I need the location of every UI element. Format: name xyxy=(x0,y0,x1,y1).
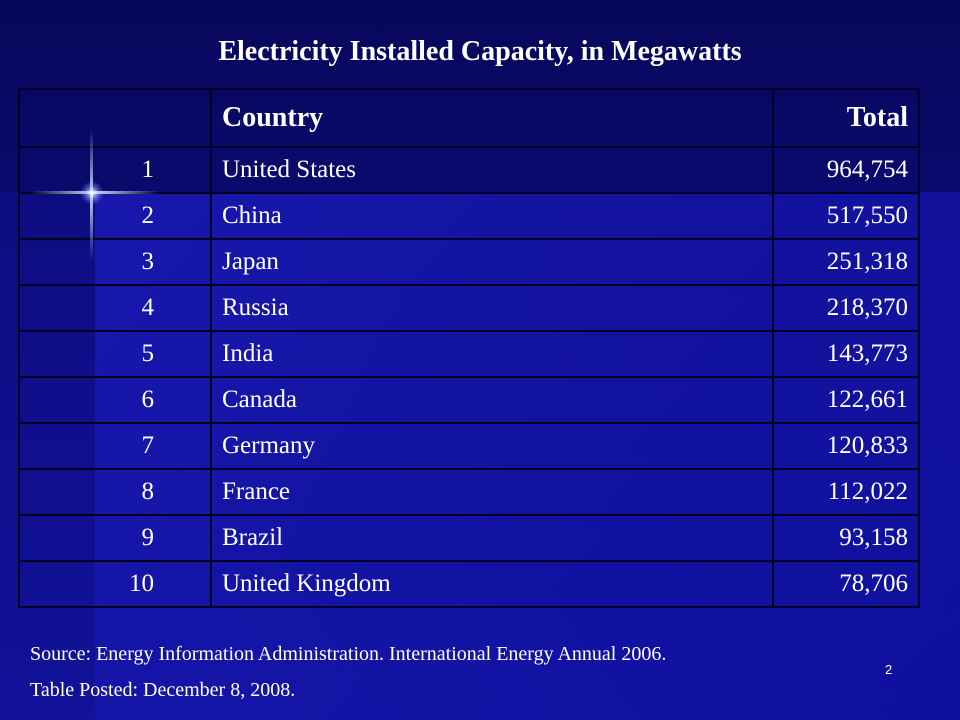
total-cell: 78,706 xyxy=(772,560,920,608)
country-header: Country xyxy=(210,88,774,148)
rank-cell: 6 xyxy=(18,376,212,424)
country-cell: Brazil xyxy=(210,514,774,562)
rank-header xyxy=(18,88,212,148)
table-row: 4 Russia 218,370 xyxy=(18,284,920,332)
total-cell: 218,370 xyxy=(772,284,920,332)
capacity-table: Country Total 1 United States 964,754 2 … xyxy=(18,88,920,608)
rank-cell: 3 xyxy=(18,238,212,286)
slide-title: Electricity Installed Capacity, in Megaw… xyxy=(218,36,742,67)
country-cell: India xyxy=(210,330,774,378)
rank-cell: 1 xyxy=(18,146,212,194)
country-cell: Germany xyxy=(210,422,774,470)
total-cell: 964,754 xyxy=(772,146,920,194)
rank-cell: 4 xyxy=(18,284,212,332)
rank-cell: 8 xyxy=(18,468,212,516)
total-cell: 143,773 xyxy=(772,330,920,378)
sparkle-glow-icon xyxy=(80,181,104,205)
table-row: 7 Germany 120,833 xyxy=(18,422,920,470)
rank-cell: 7 xyxy=(18,422,212,470)
footer-notes: Source: Energy Information Administratio… xyxy=(30,636,666,708)
rank-cell: 2 xyxy=(18,192,212,240)
table-row: 5 India 143,773 xyxy=(18,330,920,378)
country-cell: United States xyxy=(210,146,774,194)
total-header: Total xyxy=(772,88,920,148)
total-cell: 517,550 xyxy=(772,192,920,240)
table-row: 10 United Kingdom 78,706 xyxy=(18,560,920,608)
total-cell: 93,158 xyxy=(772,514,920,562)
total-cell: 122,661 xyxy=(772,376,920,424)
posted-note: Table Posted: December 8, 2008. xyxy=(30,679,296,701)
total-cell: 120,833 xyxy=(772,422,920,470)
country-cell: China xyxy=(210,192,774,240)
total-cell: 112,022 xyxy=(772,468,920,516)
table-row: 1 United States 964,754 xyxy=(18,146,920,194)
table-header-row: Country Total xyxy=(18,88,920,148)
table-row: 6 Canada 122,661 xyxy=(18,376,920,424)
rank-cell: 9 xyxy=(18,514,212,562)
country-cell: Japan xyxy=(210,238,774,286)
rank-cell: 5 xyxy=(18,330,212,378)
total-cell: 251,318 xyxy=(772,238,920,286)
country-cell: France xyxy=(210,468,774,516)
rank-cell: 10 xyxy=(18,560,212,608)
table-row: 8 France 112,022 xyxy=(18,468,920,516)
source-note: Source: Energy Information Administratio… xyxy=(30,643,667,665)
page-number: 2 xyxy=(885,662,893,677)
country-cell: Canada xyxy=(210,376,774,424)
table-row: 3 Japan 251,318 xyxy=(18,238,920,286)
country-cell: United Kingdom xyxy=(210,560,774,608)
table-row: 2 China 517,550 xyxy=(18,192,920,240)
table-row: 9 Brazil 93,158 xyxy=(18,514,920,562)
country-cell: Russia xyxy=(210,284,774,332)
